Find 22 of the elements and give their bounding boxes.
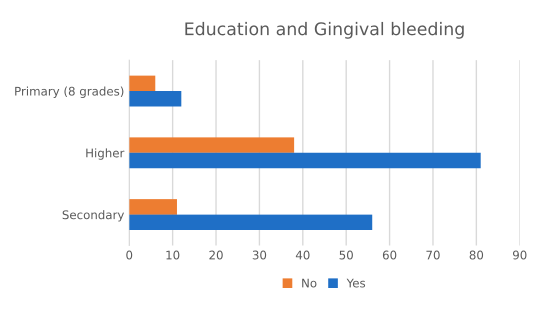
- legend-label: Yes: [346, 278, 366, 288]
- bar: [129, 137, 294, 153]
- y-tick-label: Secondary: [62, 210, 124, 222]
- bar: [129, 91, 182, 106]
- x-tick-label: 80: [470, 250, 484, 260]
- x-tick-label: 70: [426, 250, 440, 260]
- x-tick-label: 90: [512, 250, 526, 260]
- legend-label: No: [302, 278, 316, 288]
- bar: [129, 214, 372, 230]
- bar: [129, 76, 156, 92]
- y-tick-label: Primary (8 grades): [15, 86, 124, 98]
- x-tick-label: 30: [252, 250, 266, 260]
- chart-title: Education and Gingival bleeding: [185, 22, 464, 39]
- x-tick-label: 10: [166, 250, 180, 260]
- x-tick-label: 40: [296, 250, 310, 260]
- x-tick-label: 60: [382, 250, 396, 260]
- bar: [129, 199, 177, 215]
- bar: [129, 152, 481, 168]
- x-tick-label: 0: [126, 250, 132, 260]
- x-tick-label: 50: [340, 250, 353, 260]
- y-tick-label: Higher: [86, 148, 124, 160]
- x-tick-label: 20: [209, 250, 223, 260]
